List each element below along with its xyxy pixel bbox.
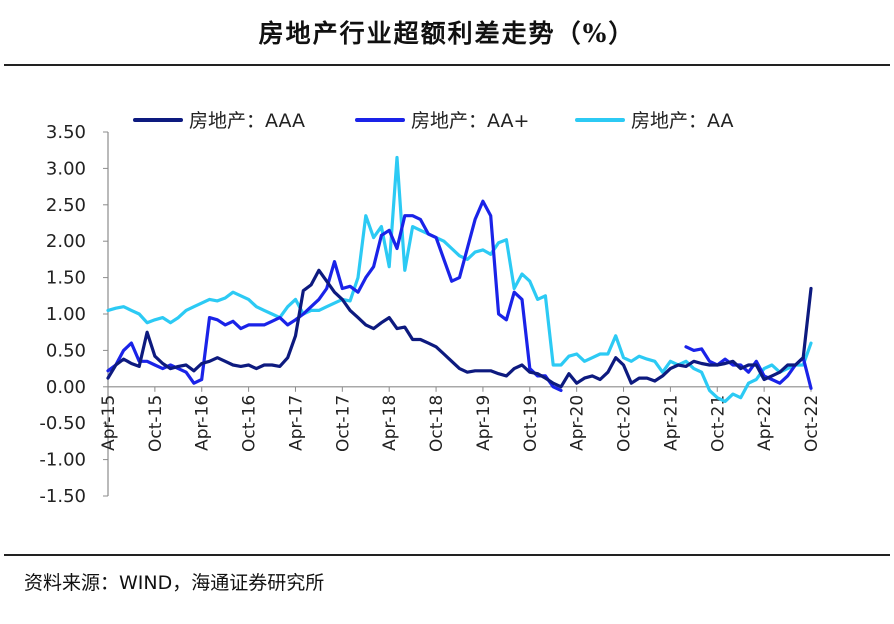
y-tick-label: 0.00 — [46, 377, 86, 398]
y-axis: 3.50 3.00 2.50 2.00 1.50 1.00 0.50 0.00 -0.50 -1.… — [39, 122, 109, 507]
y-tick-label: 0.50 — [46, 340, 86, 361]
x-tick-label: Oct-15 — [146, 395, 166, 452]
series-line-aaa — [106, 268, 813, 389]
x-tick-label: Apr-20 — [568, 395, 588, 451]
plot-area — [106, 155, 813, 403]
source-rule — [4, 554, 890, 556]
y-tick-label: 2.50 — [46, 195, 86, 216]
x-tick-label: Apr-18 — [380, 395, 400, 451]
source-note: 资料来源：WIND，海通证券研究所 — [24, 572, 325, 594]
series-line-aa — [106, 155, 813, 403]
series-line-aa_plus — [106, 199, 813, 392]
title-rule — [4, 64, 890, 66]
x-tick-label: Apr-16 — [193, 395, 213, 451]
x-tick-label: Oct-19 — [521, 395, 541, 452]
x-tick-label: Apr-21 — [661, 395, 681, 451]
x-tick-label: Oct-18 — [427, 395, 447, 452]
y-tick-label: 3.50 — [46, 122, 86, 143]
x-tick-label: Oct-16 — [240, 395, 260, 452]
y-tick-label: 1.50 — [46, 268, 86, 289]
x-tick-label: Apr-19 — [474, 395, 494, 451]
x-tick-label: Oct-17 — [333, 395, 353, 452]
x-axis: Apr-15 Oct-15 Apr-16 Oct-16 Apr-17 Oct-17 Apr-… — [99, 386, 822, 452]
x-tick-label: Oct-21 — [708, 395, 728, 452]
x-tick-label: Oct-20 — [615, 395, 635, 452]
legend: 房地产：AAA 房地产：AA+ 房地产：AA — [133, 110, 734, 132]
line-chart: 房地产：AAA 房地产：AA+ 房地产：AA 3.50 3.00 2.50 2.00 1.5… — [39, 110, 822, 507]
x-tick-label: Oct-22 — [802, 395, 822, 452]
y-tick-label: -1.50 — [39, 486, 86, 507]
x-tick-label: Apr-17 — [286, 395, 306, 451]
x-tick-label: Apr-22 — [755, 395, 775, 451]
legend-label-aa: 房地产：AA — [631, 110, 734, 132]
chart-title: 房地产行业超额利差走势（%） — [258, 19, 636, 48]
y-tick-label: 3.00 — [46, 158, 86, 179]
x-tick-label: Apr-15 — [99, 395, 119, 451]
y-tick-label: -1.00 — [39, 450, 86, 471]
legend-label-aaa: 房地产：AAA — [189, 110, 305, 132]
y-tick-label: -0.50 — [39, 413, 86, 434]
y-tick-label: 2.00 — [46, 231, 86, 252]
legend-label-aa_plus: 房地产：AA+ — [411, 110, 529, 132]
y-tick-label: 1.00 — [46, 304, 86, 325]
